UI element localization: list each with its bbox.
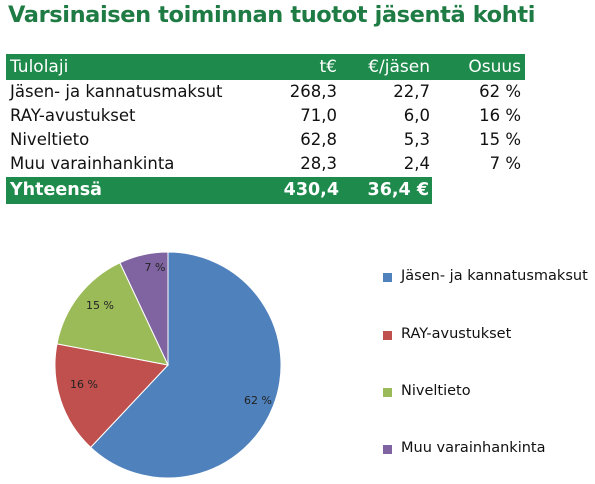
header-per-member: €/jäsen xyxy=(368,57,430,77)
pie-data-label: 7 % xyxy=(145,261,166,274)
cell-share: 62 % xyxy=(479,82,521,101)
cell-teur: 62,8 xyxy=(300,130,337,149)
cell-per-member: 5,3 xyxy=(403,130,430,149)
pie-slice xyxy=(54,343,169,449)
table-row: Jäsen- ja kannatusmaksut 268,3 22,7 62 % xyxy=(6,80,525,104)
legend-swatch xyxy=(383,331,392,340)
pie-data-labels: 62 % 16 % 15 % 7 % xyxy=(70,261,272,407)
cell-name: Muu varainhankinta xyxy=(10,154,175,173)
pie-slices xyxy=(54,251,282,479)
cell-per-member: 6,0 xyxy=(403,106,430,125)
pie-slice xyxy=(119,251,169,366)
pie-chart: 62 % 16 % 15 % 7 % xyxy=(54,251,282,479)
legend-swatch xyxy=(383,445,392,454)
pie-data-label: 16 % xyxy=(70,378,98,391)
table-total-row: Yhteensä 430,4 36,4 € xyxy=(6,177,432,204)
total-teur: 430,4 xyxy=(283,180,339,200)
cell-teur: 28,3 xyxy=(300,154,337,173)
pie-slice xyxy=(89,251,282,479)
table-row: RAY-avustukset 71,0 6,0 16 % xyxy=(6,104,525,128)
pie-slice xyxy=(56,262,169,366)
table-row: Muu varainhankinta 28,3 2,4 7 % xyxy=(6,152,525,176)
header-teur: t€ xyxy=(319,57,337,77)
cell-share: 16 % xyxy=(479,106,521,125)
total-label: Yhteensä xyxy=(10,180,102,200)
cell-share: 7 % xyxy=(489,154,521,173)
legend-label: Muu varainhankinta xyxy=(401,440,546,456)
legend-label: Jäsen- ja kannatusmaksut xyxy=(401,268,588,284)
legend-swatch xyxy=(383,273,392,282)
cell-name: RAY-avustukset xyxy=(10,106,136,125)
cell-per-member: 2,4 xyxy=(403,154,430,173)
table-header-row: Tulolaji t€ €/jäsen Osuus xyxy=(6,54,525,80)
cell-share: 15 % xyxy=(479,130,521,149)
legend-swatch xyxy=(383,388,392,397)
cell-teur: 268,3 xyxy=(289,82,337,101)
pie-data-label: 15 % xyxy=(86,299,114,312)
table-row: Niveltieto 62,8 5,3 15 % xyxy=(6,128,525,152)
cell-teur: 71,0 xyxy=(300,106,337,125)
revenue-table: Tulolaji t€ €/jäsen Osuus Jäsen- ja kann… xyxy=(6,54,525,204)
cell-name: Niveltieto xyxy=(10,130,90,149)
legend-label: RAY-avustukset xyxy=(401,326,512,342)
total-per-member: 36,4 € xyxy=(367,180,429,200)
header-tulolaji: Tulolaji xyxy=(10,57,69,77)
pie-data-label: 62 % xyxy=(244,394,272,407)
page-title: Varsinaisen toiminnan tuotot jäsentä koh… xyxy=(8,2,536,28)
legend-label: Niveltieto xyxy=(401,383,471,399)
header-share: Osuus xyxy=(468,57,521,77)
cell-per-member: 22,7 xyxy=(393,82,430,101)
cell-name: Jäsen- ja kannatusmaksut xyxy=(10,82,223,101)
